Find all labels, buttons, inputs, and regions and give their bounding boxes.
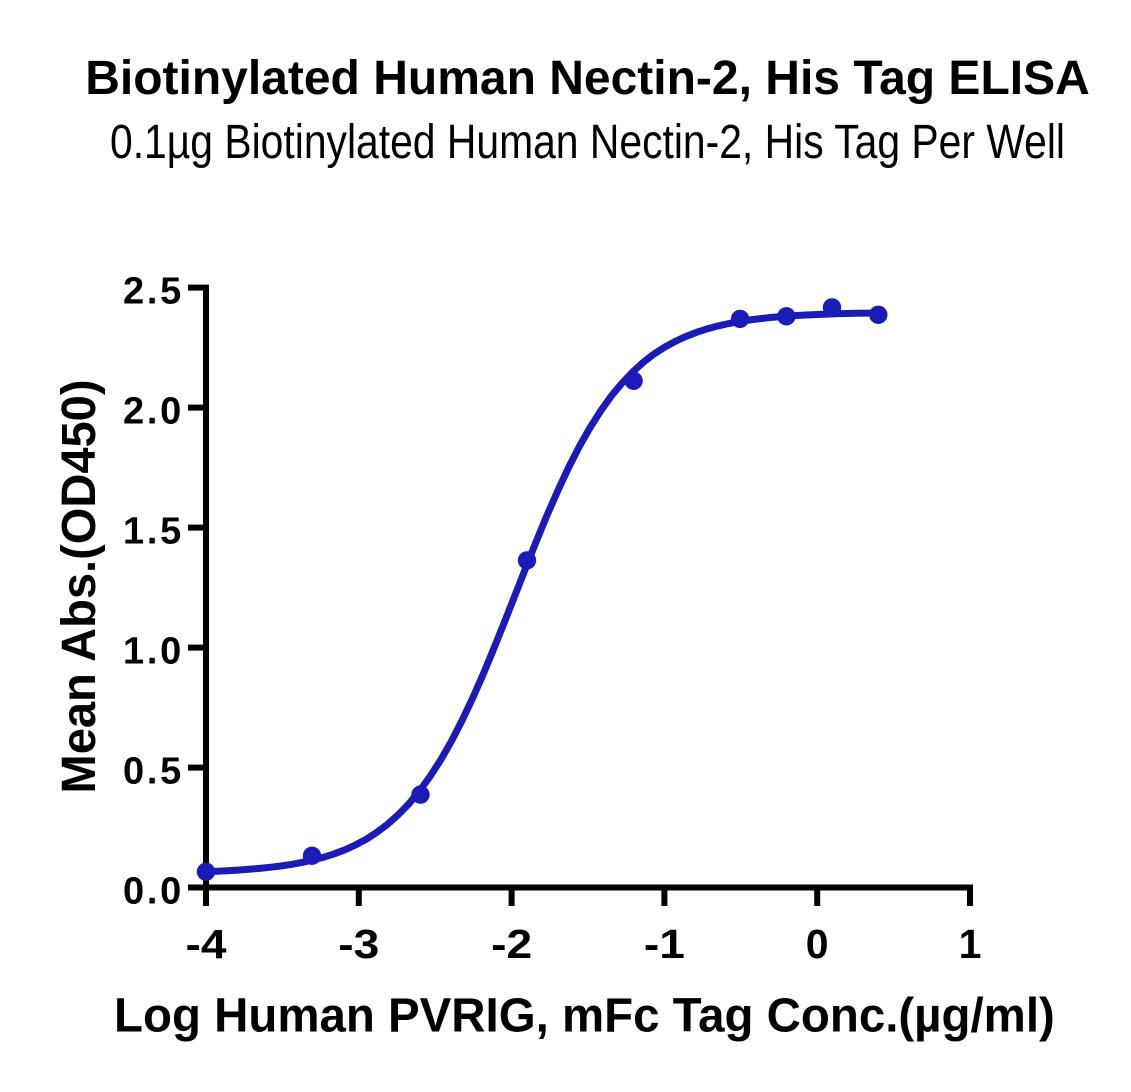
svg-text:Mean Abs.(OD450): Mean Abs.(OD450) [53,380,106,794]
svg-text:-3: -3 [338,921,379,967]
svg-text:-2: -2 [491,921,532,967]
svg-text:0.5: 0.5 [123,751,181,793]
svg-text:1.0: 1.0 [123,631,181,673]
svg-text:0.1µg Biotinylated Human Necti: 0.1µg Biotinylated Human Nectin-2, His T… [110,116,1065,169]
svg-text:0.0: 0.0 [123,870,181,912]
svg-text:Biotinylated Human Nectin-2, H: Biotinylated Human Nectin-2, His Tag ELI… [85,52,1090,105]
svg-text:-1: -1 [644,921,685,967]
svg-text:2.0: 2.0 [123,391,181,433]
svg-text:2.5: 2.5 [123,271,181,313]
svg-text:-4: -4 [186,921,227,967]
svg-text:1.5: 1.5 [123,511,181,553]
svg-text:0: 0 [806,921,829,967]
svg-text:1: 1 [959,921,982,967]
svg-text:Log Human PVRIG, mFc Tag Conc.: Log Human PVRIG, mFc Tag Conc.(µg/ml) [114,989,1055,1042]
